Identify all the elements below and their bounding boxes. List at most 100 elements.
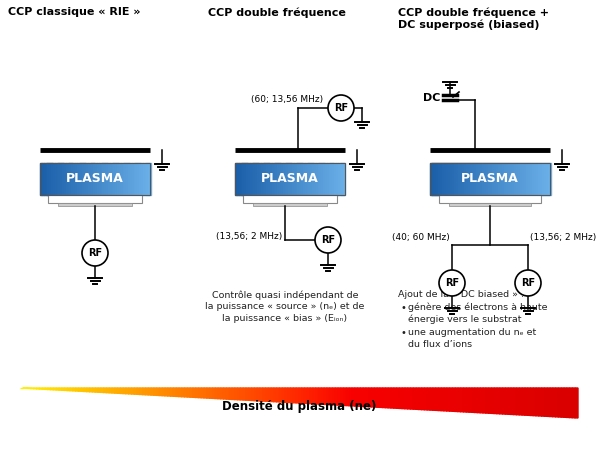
Polygon shape <box>254 388 257 401</box>
Text: Contrôle quasi indépendant de: Contrôle quasi indépendant de <box>212 290 358 300</box>
Polygon shape <box>461 388 463 412</box>
Bar <box>334 163 336 195</box>
Bar <box>462 163 465 195</box>
Polygon shape <box>302 388 304 403</box>
Polygon shape <box>196 388 199 398</box>
Bar <box>480 163 483 195</box>
Polygon shape <box>522 388 525 415</box>
Polygon shape <box>520 388 522 415</box>
Bar <box>440 163 443 195</box>
Bar <box>117 163 120 195</box>
Polygon shape <box>388 388 391 408</box>
Bar <box>496 163 499 195</box>
Bar <box>450 163 453 195</box>
Bar <box>540 163 542 195</box>
Polygon shape <box>81 388 84 392</box>
Bar <box>84 163 86 195</box>
Bar <box>78 163 81 195</box>
Polygon shape <box>341 388 344 405</box>
Polygon shape <box>310 388 313 404</box>
Polygon shape <box>338 388 341 405</box>
Bar <box>478 163 481 195</box>
Bar <box>109 163 112 195</box>
Bar <box>106 163 108 195</box>
Bar <box>536 163 539 195</box>
Bar <box>484 163 487 195</box>
Bar <box>526 163 529 195</box>
Polygon shape <box>383 388 386 408</box>
Bar <box>132 163 134 195</box>
Text: Densité du plasma (ne): Densité du plasma (ne) <box>222 400 376 413</box>
Text: RF: RF <box>321 235 335 245</box>
Polygon shape <box>355 388 358 406</box>
Bar <box>68 163 70 195</box>
Bar <box>128 163 130 195</box>
Polygon shape <box>235 388 237 400</box>
Polygon shape <box>346 388 349 406</box>
Bar <box>254 163 256 195</box>
Bar <box>299 163 301 195</box>
Bar <box>500 163 502 195</box>
Bar <box>458 163 460 195</box>
Bar <box>534 163 536 195</box>
Text: PLASMA: PLASMA <box>461 172 519 185</box>
Polygon shape <box>324 388 327 405</box>
Text: la puissance « bias » (Eᵢₒₙ): la puissance « bias » (Eᵢₒₙ) <box>222 314 347 323</box>
Polygon shape <box>550 388 553 417</box>
Bar <box>271 163 274 195</box>
Bar <box>145 163 147 195</box>
Bar <box>48 195 142 203</box>
Polygon shape <box>313 388 316 404</box>
Bar <box>248 163 250 195</box>
Polygon shape <box>160 388 162 396</box>
Polygon shape <box>199 388 202 398</box>
Polygon shape <box>575 388 578 418</box>
Bar <box>466 163 468 195</box>
Polygon shape <box>271 388 274 402</box>
Bar <box>304 163 307 195</box>
Bar <box>239 163 241 195</box>
Polygon shape <box>39 388 42 389</box>
Bar <box>328 163 331 195</box>
Bar <box>434 163 437 195</box>
Bar <box>295 163 298 195</box>
Bar <box>255 163 258 195</box>
Bar <box>338 163 340 195</box>
Bar <box>341 163 344 195</box>
Polygon shape <box>65 388 68 391</box>
Polygon shape <box>103 388 106 393</box>
Bar <box>452 163 454 195</box>
Bar <box>307 163 309 195</box>
Polygon shape <box>428 388 430 410</box>
Polygon shape <box>252 388 254 400</box>
Polygon shape <box>218 388 221 399</box>
Bar <box>512 163 514 195</box>
Circle shape <box>515 270 541 296</box>
Bar <box>259 163 261 195</box>
Polygon shape <box>530 388 533 416</box>
Bar <box>430 163 550 195</box>
Bar <box>518 163 520 195</box>
Bar <box>542 163 545 195</box>
Bar <box>240 163 243 195</box>
Polygon shape <box>332 388 335 405</box>
Bar <box>49 163 51 195</box>
Bar <box>47 163 50 195</box>
Polygon shape <box>363 388 366 407</box>
Polygon shape <box>567 388 570 418</box>
Polygon shape <box>433 388 436 410</box>
Circle shape <box>82 240 108 266</box>
Bar <box>314 163 316 195</box>
Polygon shape <box>327 388 329 405</box>
Text: (13,56; 2 MHz): (13,56; 2 MHz) <box>530 233 596 242</box>
Polygon shape <box>56 388 59 390</box>
Bar <box>141 163 143 195</box>
Polygon shape <box>486 388 489 413</box>
Bar <box>137 163 139 195</box>
Text: RF: RF <box>445 278 459 288</box>
Bar <box>506 163 508 195</box>
Polygon shape <box>436 388 438 410</box>
Polygon shape <box>78 388 81 392</box>
Bar <box>309 163 311 195</box>
Text: CCP classique « RIE »: CCP classique « RIE » <box>8 7 141 17</box>
